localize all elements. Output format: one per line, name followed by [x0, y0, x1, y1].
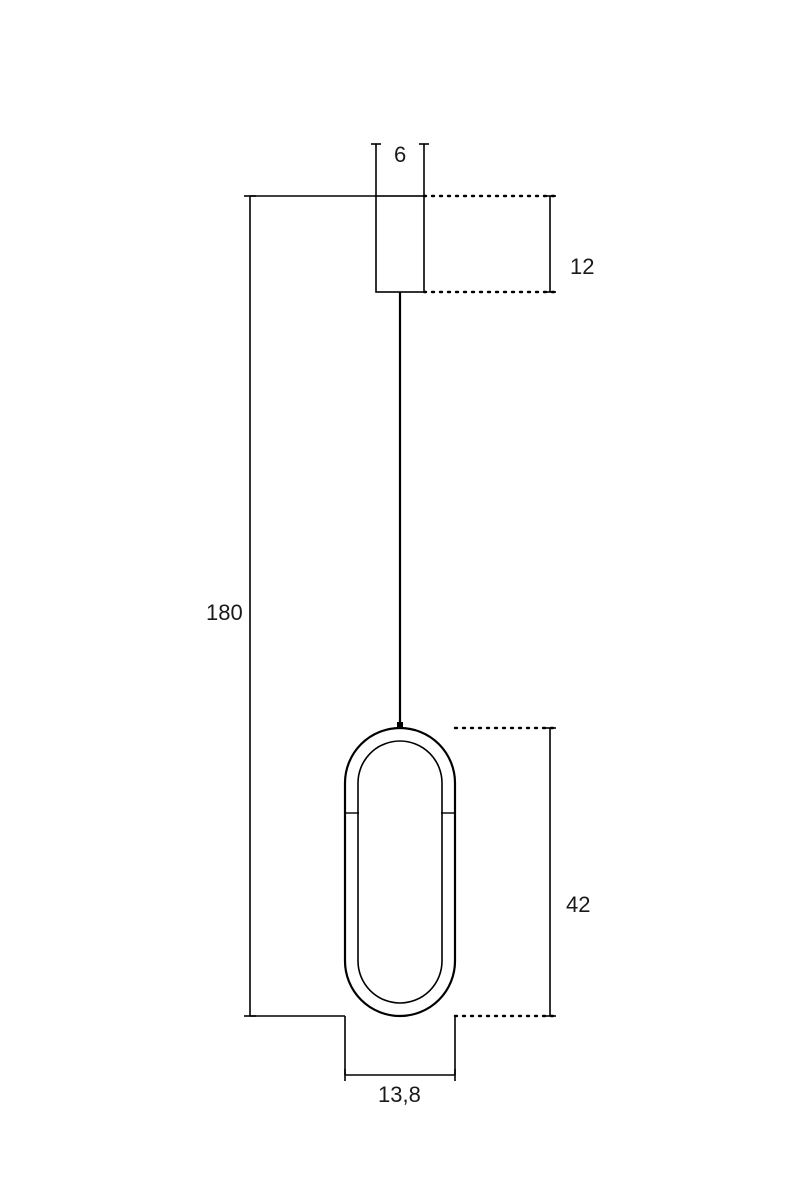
- dim-label-ring_width: 13,8: [378, 1082, 421, 1107]
- dim-label-canopy_width: 6: [394, 142, 406, 167]
- ring-outer: [345, 728, 455, 1016]
- canopy: [376, 196, 424, 292]
- dim-label-ring_height: 42: [566, 892, 590, 917]
- dim-label-total_height: 180: [206, 600, 243, 625]
- dimension-drawing: 180 6 12 42 13,8: [0, 0, 800, 1200]
- dim-label-canopy_height: 12: [570, 254, 594, 279]
- cord-connector: [397, 722, 403, 728]
- ring-inner: [358, 741, 442, 1003]
